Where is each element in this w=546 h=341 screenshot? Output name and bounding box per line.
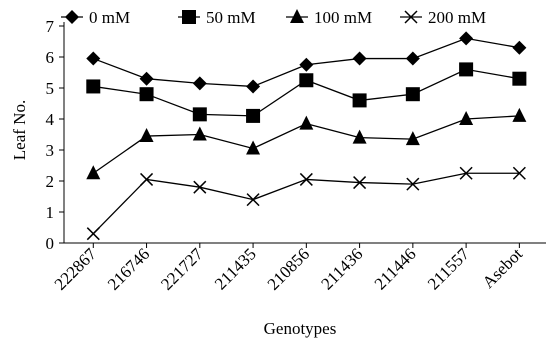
legend-marker [65,10,79,24]
data-point [512,71,527,86]
legend-item: 50 mM [178,8,256,27]
legend-label: 50 mM [206,8,256,27]
data-point [139,87,154,102]
data-point [246,193,260,207]
data-point [86,51,101,66]
data-point [86,165,101,180]
x-tick-label: 211557 [424,244,473,293]
series-layer [86,31,527,241]
y-tick-label: 4 [46,110,55,129]
data-point [246,108,261,123]
data-point [459,62,474,77]
x-tick-label: 221727 [157,244,207,294]
data-point [192,76,207,91]
legend-label: 0 mM [89,8,130,27]
data-point [192,107,207,122]
data-point [405,51,420,66]
data-point [246,79,261,94]
data-point [139,71,154,86]
data-point [193,180,207,194]
y-tick-label: 3 [46,141,55,160]
x-tick-label: 222867 [51,244,101,294]
data-point [512,107,527,122]
series-3 [86,166,526,241]
x-tick-label: Asebot [479,244,527,292]
data-point [86,79,101,94]
y-tick-label: 6 [46,48,55,67]
legend-item: 0 mM [61,8,130,27]
legend-marker [290,9,304,23]
data-point [139,128,154,143]
x-tick-label: 211446 [371,244,420,293]
legend-marker [404,10,418,24]
x-tick-label: 211436 [317,244,366,293]
y-tick-label: 7 [46,17,55,36]
data-point [299,73,314,88]
series-2 [86,107,527,180]
y-axis-title: Leaf No. [10,100,29,160]
data-point [459,111,474,125]
data-point [406,177,420,191]
x-axis-title: Genotypes [264,319,337,338]
x-tick-label: 210856 [264,244,313,293]
data-point [86,227,100,241]
legend-item: 100 mM [286,8,372,27]
data-point [299,57,314,72]
legend-item: 200 mM [400,8,486,27]
series-line [92,172,520,235]
y-tick-label: 5 [46,79,55,98]
data-point [352,129,367,144]
legend: 0 mM 50 mM 100 mM 200 mM [61,8,486,27]
data-point [405,87,420,102]
series-0 [86,31,527,94]
data-point [512,166,526,180]
data-point [246,140,261,155]
data-point [192,126,207,141]
data-point [140,172,154,186]
data-point [459,31,474,46]
series-1 [86,62,527,123]
data-point [352,51,367,66]
data-point [299,115,314,130]
y-tick-label: 2 [46,172,55,191]
legend-label: 200 mM [428,8,486,27]
legend-label: 100 mM [314,8,372,27]
legend-marker [182,10,196,24]
x-tick-label: 216746 [104,244,153,293]
data-point [353,176,367,190]
y-tick-label: 0 [46,234,55,253]
y-tick-label: 1 [46,203,55,222]
data-point [405,131,420,146]
x-tick-label: 211435 [211,244,260,293]
data-point [299,172,313,186]
data-point [459,166,473,180]
data-point [512,40,527,55]
data-point [352,93,367,108]
